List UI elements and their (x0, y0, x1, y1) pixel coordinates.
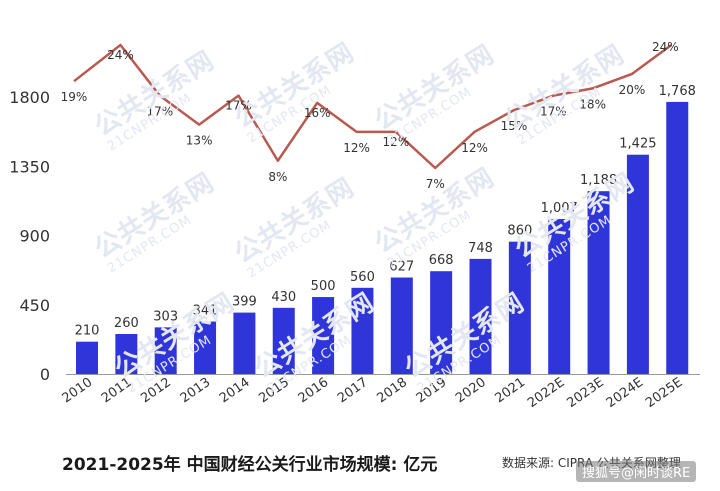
bar (666, 101, 689, 375)
growth-rate-label: 17% (146, 105, 173, 119)
bar (508, 241, 531, 374)
bar-value-label: 210 (75, 324, 100, 339)
growth-rate-label: 16% (304, 106, 331, 120)
growth-rate-label: 17% (540, 105, 567, 119)
x-tick-label: 2011 (99, 375, 135, 406)
x-tick-label: 2013 (178, 375, 214, 406)
bar (548, 219, 571, 374)
bar-value-label: 399 (232, 295, 257, 310)
bar (626, 154, 649, 374)
bar (587, 191, 610, 374)
bar (194, 321, 217, 374)
x-tick-label: 2012 (138, 375, 174, 406)
bar-value-label: 1,768 (659, 84, 696, 99)
bar-value-label: 1,188 (580, 173, 617, 188)
bar-value-label: 1,007 (541, 201, 578, 216)
growth-rate-line (73, 43, 673, 170)
bar-value-label: 430 (271, 290, 296, 305)
bar-value-label: 260 (114, 316, 139, 331)
bar-value-label: 627 (389, 260, 414, 275)
chart-title: 2021-2025年 中国财经公关行业市场规模: 亿元 (62, 455, 438, 475)
y-tick-label: 1800 (9, 88, 50, 107)
growth-rate-label: 17% (225, 99, 252, 113)
growth-rate-label: 19% (61, 90, 88, 104)
bar-value-label: 1,425 (619, 137, 656, 152)
bar (272, 307, 295, 374)
x-tick-label: 2017 (335, 375, 371, 406)
growth-rate-label: 12% (343, 141, 370, 155)
growth-rate-label: 12% (461, 141, 488, 155)
growth-rate-label: 13% (186, 134, 213, 148)
bar-value-label: 303 (153, 309, 178, 324)
y-tick-label: 900 (19, 227, 50, 246)
brand-badge: 搜狐号@闲时谈RE (576, 461, 697, 482)
bar (154, 327, 177, 374)
x-tick-label: 2020 (453, 375, 489, 406)
bar-value-label: 860 (507, 224, 532, 239)
growth-rate-label: 7% (426, 177, 445, 191)
bar-value-label: 668 (429, 253, 454, 268)
bar (312, 297, 335, 374)
x-tick-label: 2024E (604, 375, 646, 411)
x-tick-label: 2018 (374, 375, 410, 406)
growth-rate-label: 15% (501, 119, 528, 133)
x-tick-label: 2025E (643, 375, 685, 411)
x-tick-label: 2014 (217, 375, 253, 406)
x-tick-label: 2016 (296, 375, 332, 406)
growth-rate-label: 18% (579, 97, 606, 111)
growth-rate-label: 24% (107, 48, 134, 62)
x-tick-label: 2022E (525, 375, 567, 411)
y-tick-label: 0 (40, 365, 50, 384)
bar (233, 312, 256, 374)
growth-rate-label: 24% (652, 40, 679, 54)
bar-value-label: 748 (468, 241, 493, 256)
x-tick-label: 2010 (60, 375, 96, 406)
bar (430, 271, 453, 374)
bar (76, 341, 98, 374)
y-tick-label: 450 (19, 296, 50, 315)
x-tick-label: 2023E (564, 375, 606, 411)
bar-value-label: 560 (350, 270, 375, 285)
growth-rate-label: 20% (619, 83, 646, 97)
bar (390, 277, 413, 374)
x-tick-label: 2019 (414, 375, 450, 406)
growth-rate-label: 12% (383, 135, 410, 149)
y-tick-label: 1350 (9, 157, 50, 176)
bar-value-label: 500 (311, 279, 336, 294)
bar-value-label: 341 (193, 304, 218, 319)
growth-rate-label: 8% (268, 170, 287, 184)
x-tick-label: 2021 (492, 375, 528, 406)
x-tick-label: 2015 (256, 375, 292, 406)
bar (115, 333, 138, 374)
bar (469, 258, 492, 374)
bar (351, 287, 374, 374)
